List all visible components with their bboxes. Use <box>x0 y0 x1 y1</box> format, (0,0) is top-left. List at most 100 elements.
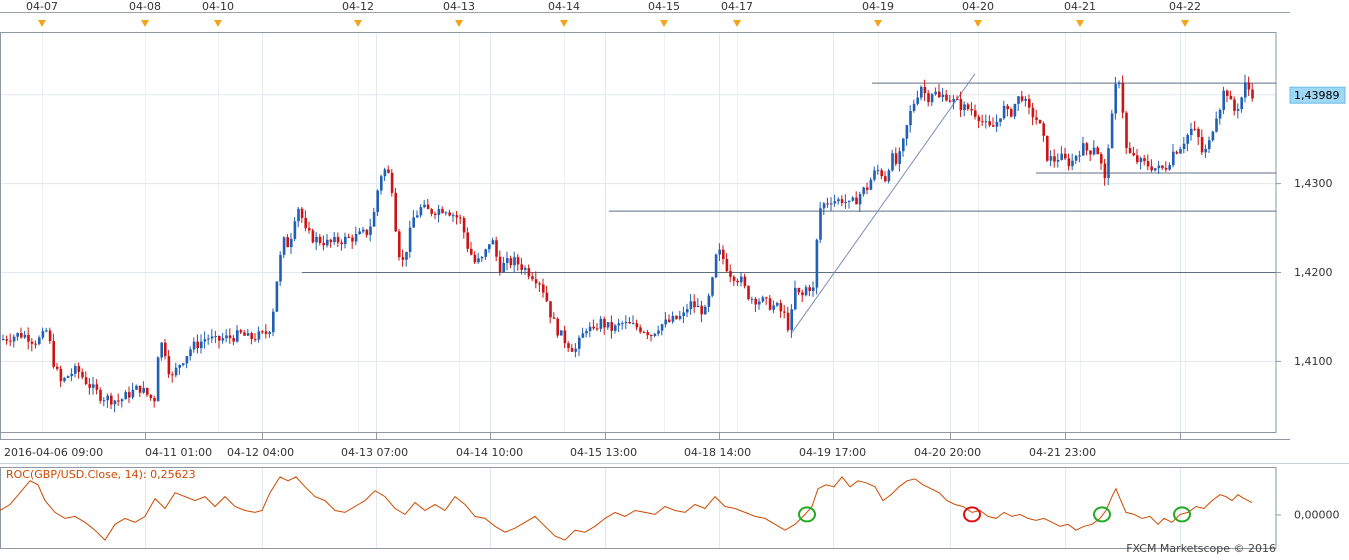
candle-body <box>599 318 603 329</box>
candle <box>131 382 135 400</box>
candle-body <box>92 384 95 388</box>
candle-body <box>480 256 484 259</box>
candle-body <box>858 194 862 205</box>
candle-body <box>884 176 887 182</box>
candle <box>826 197 829 208</box>
candle <box>203 331 207 349</box>
candle <box>632 315 635 325</box>
candle <box>1078 150 1081 163</box>
candle-body <box>297 208 300 222</box>
candle <box>1082 136 1085 156</box>
candle-body <box>1010 109 1013 117</box>
candle-body <box>182 363 185 366</box>
candle <box>675 315 678 320</box>
candle-body <box>1150 166 1153 171</box>
candle <box>1035 109 1038 125</box>
candle <box>340 239 343 251</box>
event-marker-icon <box>455 20 463 27</box>
candle-body <box>848 200 851 202</box>
candle-body <box>56 366 59 369</box>
candle <box>502 256 505 273</box>
top-axis-label: 04-10 <box>202 0 234 13</box>
candle-body <box>1035 117 1038 120</box>
bottom-axis-label: 04-15 13:00 <box>570 446 637 459</box>
candle <box>830 197 833 211</box>
candle <box>5 335 9 345</box>
candle-body <box>351 237 354 242</box>
candle-body <box>920 86 923 98</box>
candle <box>70 368 73 382</box>
candle <box>74 363 77 378</box>
candle-body <box>588 326 592 332</box>
candle <box>657 325 660 337</box>
candle-body <box>513 257 516 266</box>
candle <box>120 398 124 408</box>
candle <box>513 251 516 273</box>
candle <box>59 365 63 388</box>
candle <box>736 278 739 286</box>
roc-series <box>0 476 1253 541</box>
candle-body <box>232 338 235 342</box>
candle-body <box>1211 131 1215 141</box>
candle-body <box>189 349 192 357</box>
candle-body <box>1247 82 1251 90</box>
candle-body <box>20 333 23 338</box>
candle <box>815 238 819 295</box>
candle-body <box>318 236 322 243</box>
candle <box>426 198 430 210</box>
candle-body <box>981 121 984 123</box>
candle <box>1175 150 1179 155</box>
candle <box>189 346 192 361</box>
candle <box>837 197 840 205</box>
candle <box>549 301 552 324</box>
candle-body <box>434 213 437 215</box>
candle <box>66 375 70 379</box>
candle-body <box>1118 82 1121 85</box>
candle <box>214 330 217 344</box>
candle <box>970 102 973 116</box>
candle <box>696 297 700 308</box>
candle <box>700 300 703 323</box>
price-series <box>2 74 1254 413</box>
bottom-axis-label: 04-12 04:00 <box>227 446 294 459</box>
candle <box>833 194 837 207</box>
candle-body <box>1103 163 1107 179</box>
top-axis-label: 04-13 <box>443 0 475 13</box>
roc-panel-frame <box>0 467 1277 549</box>
candle-body <box>174 367 178 376</box>
candle <box>275 281 279 313</box>
candle <box>48 327 52 344</box>
candle <box>524 265 527 275</box>
candle-body <box>761 297 765 302</box>
candle-body <box>246 333 250 336</box>
candle <box>797 287 801 296</box>
candle-body <box>801 292 804 296</box>
candle <box>369 218 372 242</box>
candle <box>171 371 174 383</box>
candle-body <box>1024 98 1027 101</box>
candle <box>77 362 81 379</box>
candle <box>128 386 131 404</box>
candle-body <box>268 332 271 334</box>
candle-body <box>257 331 261 340</box>
candle-body <box>383 169 387 177</box>
candle-body <box>837 199 840 202</box>
candle-body <box>956 98 959 100</box>
candle-body <box>1161 165 1164 168</box>
candle <box>606 322 610 330</box>
candle <box>603 316 606 335</box>
candle-body <box>347 236 351 238</box>
candle <box>437 204 441 223</box>
candle <box>761 295 765 303</box>
candle-body <box>1128 147 1132 153</box>
candle <box>452 212 455 223</box>
candle-body <box>790 309 793 331</box>
candle <box>984 114 988 129</box>
candle <box>164 338 167 360</box>
candle-body <box>207 338 210 340</box>
candle <box>1197 127 1200 145</box>
candle <box>146 387 149 397</box>
drawing-lines <box>302 73 1276 333</box>
